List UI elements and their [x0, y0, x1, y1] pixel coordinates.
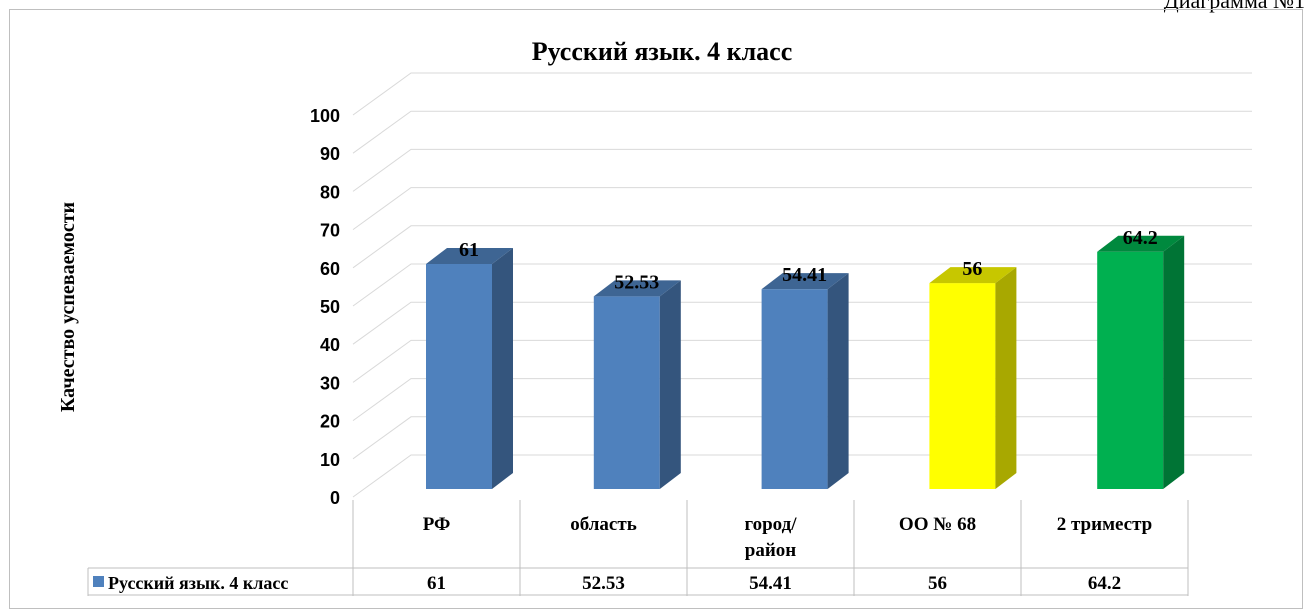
gridline	[352, 187, 1252, 231]
gridline	[352, 110, 1252, 154]
gridline	[352, 263, 1252, 307]
y-tick-label: 60	[320, 259, 340, 279]
table-value: 64.2	[1088, 573, 1121, 594]
data-label: 52.53	[614, 271, 659, 293]
table-value: 61	[427, 573, 446, 594]
category-label: РФ	[423, 514, 451, 535]
bar	[426, 263, 492, 489]
bar-side	[1163, 235, 1185, 489]
bar-top	[593, 280, 681, 297]
category-label: город/	[744, 514, 797, 535]
data-label: 56	[962, 258, 982, 280]
table-value: 56	[928, 573, 947, 594]
gridlines	[352, 72, 1252, 498]
series-name: Русский язык. 4 класс	[108, 573, 288, 593]
chart-title: Русский язык. 4 класс	[532, 37, 793, 66]
data-label: 64.2	[1123, 227, 1158, 249]
y-tick-label: 80	[320, 182, 340, 202]
bar	[1097, 251, 1164, 489]
bars	[426, 235, 1185, 489]
y-tick-label: 0	[330, 488, 340, 508]
bar-chart: Русский язык. 4 класс Качество успеваемо…	[57, 37, 1252, 596]
gridline	[352, 148, 1252, 192]
bar-side	[827, 273, 849, 489]
y-tick-label: 40	[320, 335, 340, 355]
y-tick-labels: 0 10 20 30 40 50 60 70 80 90 100	[310, 106, 340, 508]
category-label: область	[570, 514, 637, 535]
bar-side	[995, 267, 1017, 489]
y-tick-label: 100	[310, 106, 340, 126]
bar-top	[929, 267, 1017, 284]
data-label: 54.41	[782, 264, 827, 286]
bar-side	[659, 280, 681, 489]
data-label: 61	[459, 239, 479, 261]
bar-top	[761, 273, 849, 290]
y-tick-label: 70	[320, 221, 340, 241]
y-tick-label: 20	[320, 412, 340, 432]
bar-top	[1097, 235, 1185, 252]
data-labels: 61 52.53 54.41 56 64.2	[459, 227, 1158, 294]
table-value: 54.41	[749, 573, 792, 594]
gridline	[352, 72, 1252, 116]
bar-top	[426, 247, 513, 264]
data-table: РФ 61 область 52.53 город/район 54.41 ОО № 68 5…	[87, 500, 1189, 596]
bar-side	[492, 247, 513, 489]
y-axis-label: Качество успеваемости	[57, 202, 79, 412]
table-value: 52.53	[582, 573, 625, 594]
category-label: район	[745, 540, 797, 561]
category-label: ОО № 68	[899, 514, 976, 535]
bar	[593, 296, 660, 489]
y-tick-label: 10	[320, 450, 340, 470]
bar	[929, 283, 996, 489]
y-tick-label: 90	[320, 144, 340, 164]
y-tick-label: 50	[320, 297, 340, 317]
y-tick-label: 30	[320, 373, 340, 393]
gridline	[352, 225, 1252, 269]
bar	[761, 289, 828, 489]
legend-key	[93, 576, 104, 587]
category-label: 2 триместр	[1057, 514, 1153, 535]
